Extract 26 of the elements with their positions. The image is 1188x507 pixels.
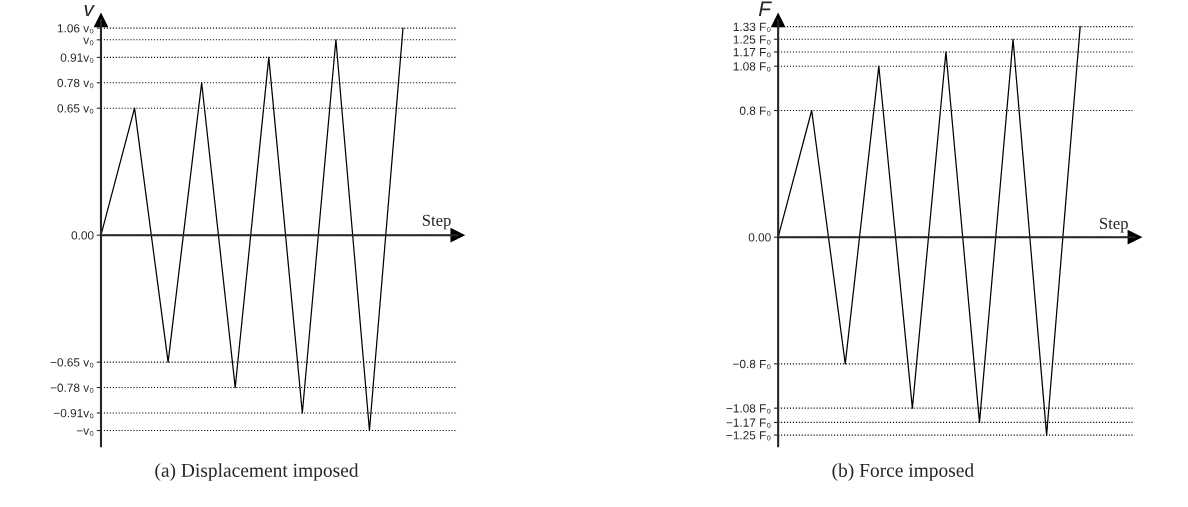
y-tick-label: 1.33 F₀ [733,22,771,32]
y-tick-label: −1.25 F₀ [726,431,771,441]
y-tick-label: 0.00 [748,233,771,242]
y-tick-label: −0.78 v₀ [50,383,94,393]
y-tick-label: v₀ [83,37,94,46]
y-tick-label: 0.8 F₀ [739,106,771,116]
y-tick-label: −0.8 F₀ [733,359,771,370]
y-tick-label: 1.25 F₀ [733,35,771,45]
y-axis-title: v [84,4,95,16]
y-tick-label: −0.91v₀ [53,408,94,419]
text: (a) Displacement imposed [155,463,359,481]
y-tick-label: 1.06 v₀ [57,24,94,34]
y-tick-label: −1.17 F₀ [726,418,771,428]
y-tick-label: 0.91v₀ [60,53,94,63]
x-axis-title: Step [422,214,451,230]
y-tick-label: 0.00 [71,231,94,240]
y-tick-label: 1.08 F₀ [733,62,771,72]
y-tick-label: −v₀ [76,428,94,436]
y-tick-label: −0.65 v₀ [50,358,94,368]
y-tick-label: 1.17 F₀ [733,48,771,58]
y-axis-title: F [758,1,772,16]
y-tick-label: 0.65 v₀ [57,104,94,114]
x-axis-title: Step [1100,217,1128,233]
y-tick-label: −1.08 F₀ [726,404,771,414]
text: (b) Force imposed [832,463,974,481]
y-tick-label: 0.78 v₀ [57,78,94,89]
